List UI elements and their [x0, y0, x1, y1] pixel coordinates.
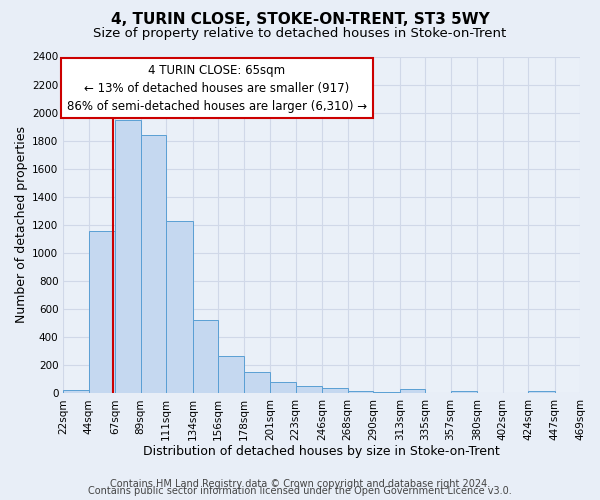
Bar — [141, 135, 166, 394]
Bar — [322, 388, 347, 394]
Bar — [218, 356, 244, 394]
Bar — [270, 382, 296, 394]
Text: Contains public sector information licensed under the Open Government Licence v3: Contains public sector information licen… — [88, 486, 512, 496]
Bar — [193, 320, 218, 394]
Bar — [400, 389, 425, 394]
Bar — [347, 391, 373, 394]
Text: 4, TURIN CLOSE, STOKE-ON-TRENT, ST3 5WY: 4, TURIN CLOSE, STOKE-ON-TRENT, ST3 5WY — [110, 12, 490, 28]
Bar — [296, 386, 322, 394]
Bar — [451, 390, 477, 394]
Bar — [89, 231, 115, 394]
Bar — [373, 392, 400, 394]
Bar — [244, 372, 270, 394]
Bar — [115, 120, 141, 394]
Text: 4 TURIN CLOSE: 65sqm
← 13% of detached houses are smaller (917)
86% of semi-deta: 4 TURIN CLOSE: 65sqm ← 13% of detached h… — [67, 64, 367, 112]
Text: Size of property relative to detached houses in Stoke-on-Trent: Size of property relative to detached ho… — [94, 28, 506, 40]
Text: Contains HM Land Registry data © Crown copyright and database right 2024.: Contains HM Land Registry data © Crown c… — [110, 479, 490, 489]
Bar — [166, 222, 193, 394]
X-axis label: Distribution of detached houses by size in Stoke-on-Trent: Distribution of detached houses by size … — [143, 444, 500, 458]
Bar — [63, 390, 89, 394]
Y-axis label: Number of detached properties: Number of detached properties — [15, 126, 28, 324]
Bar — [528, 391, 554, 394]
